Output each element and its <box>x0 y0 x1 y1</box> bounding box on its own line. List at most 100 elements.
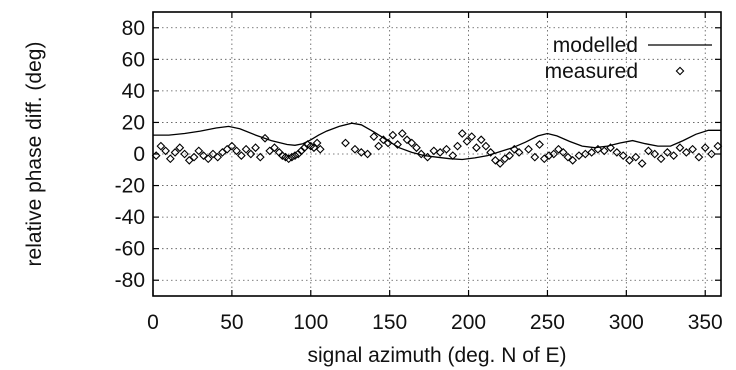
x-tick-label: 350 <box>688 311 723 334</box>
legend-label-measured: measured <box>545 60 638 83</box>
measured-point <box>457 129 467 138</box>
measured-point <box>472 143 481 153</box>
measured-point <box>650 149 660 159</box>
measured-point <box>227 141 237 151</box>
y-tick-label: -80 <box>115 269 145 292</box>
measured-point <box>599 146 609 156</box>
measured-point <box>587 148 596 157</box>
measured-point <box>341 138 350 148</box>
legend: modelled measured <box>545 34 712 83</box>
measured-point <box>296 146 306 156</box>
measured-point <box>681 148 691 157</box>
measured-point <box>412 143 421 153</box>
x-tick-label: 200 <box>451 311 486 334</box>
measured-point <box>688 144 697 154</box>
measured-point <box>618 151 628 160</box>
measured-point <box>707 149 716 159</box>
y-tick-label: 60 <box>122 48 145 71</box>
measured-point <box>236 151 246 160</box>
measured-point <box>293 149 303 159</box>
measured-point <box>631 152 641 162</box>
measured-point <box>509 144 519 154</box>
measured-point <box>442 144 451 154</box>
measured-point <box>374 141 383 151</box>
measured-point <box>232 146 241 156</box>
measured-point <box>554 144 563 154</box>
measured-point <box>574 151 584 160</box>
measured-point <box>363 149 372 159</box>
legend-label-modelled: modelled <box>553 34 638 57</box>
measured-point <box>350 144 360 154</box>
measured-point <box>544 151 554 160</box>
measured-point <box>448 151 458 160</box>
measured-point <box>402 135 412 145</box>
y-tick-label: -20 <box>115 175 145 198</box>
x-tick-labels: 0 50 100 150 200 250 300 350 <box>147 311 723 334</box>
measured-point <box>530 152 540 162</box>
measured-point <box>495 159 505 168</box>
measured-point <box>388 130 398 140</box>
measured-point <box>675 143 685 153</box>
measured-point <box>312 138 322 148</box>
measured-point <box>393 140 402 149</box>
measured-point <box>241 144 251 154</box>
measured-point <box>505 151 514 160</box>
measured-point <box>549 149 559 159</box>
measured-point <box>161 146 170 156</box>
y-tick-label: 20 <box>122 111 145 134</box>
y-tick-labels: -80 -60 -40 -20 0 20 40 60 80 <box>115 17 145 292</box>
measured-point <box>524 144 533 154</box>
measured-point <box>467 132 477 142</box>
x-tick-label: 0 <box>147 311 159 334</box>
measured-point <box>369 132 379 142</box>
measured-point <box>435 148 445 157</box>
measured-point <box>194 146 204 156</box>
measured-point <box>315 144 325 154</box>
measured-point <box>246 149 256 159</box>
measured-point <box>563 152 573 162</box>
y-axis-label: relative phase diff. (deg) <box>23 42 46 267</box>
measured-point <box>568 155 578 165</box>
measured-point <box>700 143 710 153</box>
measured-point <box>612 148 622 157</box>
x-axis-label: signal azimuth (deg. N of E) <box>307 344 566 367</box>
measured-point <box>491 155 500 165</box>
measured-point <box>481 141 491 151</box>
x-tick-label: 50 <box>220 311 243 334</box>
modelled-series <box>153 122 721 161</box>
measured-point <box>416 149 426 159</box>
y-tick-label: -60 <box>115 238 145 261</box>
measured-point <box>175 143 185 153</box>
measured-point <box>251 143 260 153</box>
measured-point <box>644 146 653 156</box>
x-tick-label: 300 <box>609 311 644 334</box>
y-tick-label: -40 <box>115 206 145 229</box>
measured-point <box>356 148 366 157</box>
modelled-line <box>153 122 721 161</box>
x-tick-label: 150 <box>372 311 407 334</box>
measured-point <box>694 152 704 162</box>
measured-point <box>625 155 634 165</box>
measured-point <box>213 152 223 162</box>
measured-point <box>423 152 432 162</box>
measured-point <box>637 159 647 168</box>
measured-point <box>189 152 199 162</box>
measured-point <box>558 148 568 157</box>
y-tick-label: 40 <box>122 80 145 103</box>
measured-point <box>656 154 666 164</box>
x-tick-label: 100 <box>293 311 328 334</box>
measured-point <box>662 148 672 157</box>
measured-point <box>290 151 300 160</box>
measured-point <box>284 154 294 164</box>
measured-point <box>397 129 407 138</box>
x-tick-label: 250 <box>530 311 565 334</box>
measured-point <box>165 154 175 164</box>
measured-point <box>453 141 462 151</box>
measured-point <box>407 138 417 148</box>
measured-point <box>476 135 486 145</box>
measured-point <box>260 133 270 143</box>
measured-point <box>669 151 679 160</box>
measured-point <box>593 144 603 154</box>
measured-point <box>170 148 180 157</box>
